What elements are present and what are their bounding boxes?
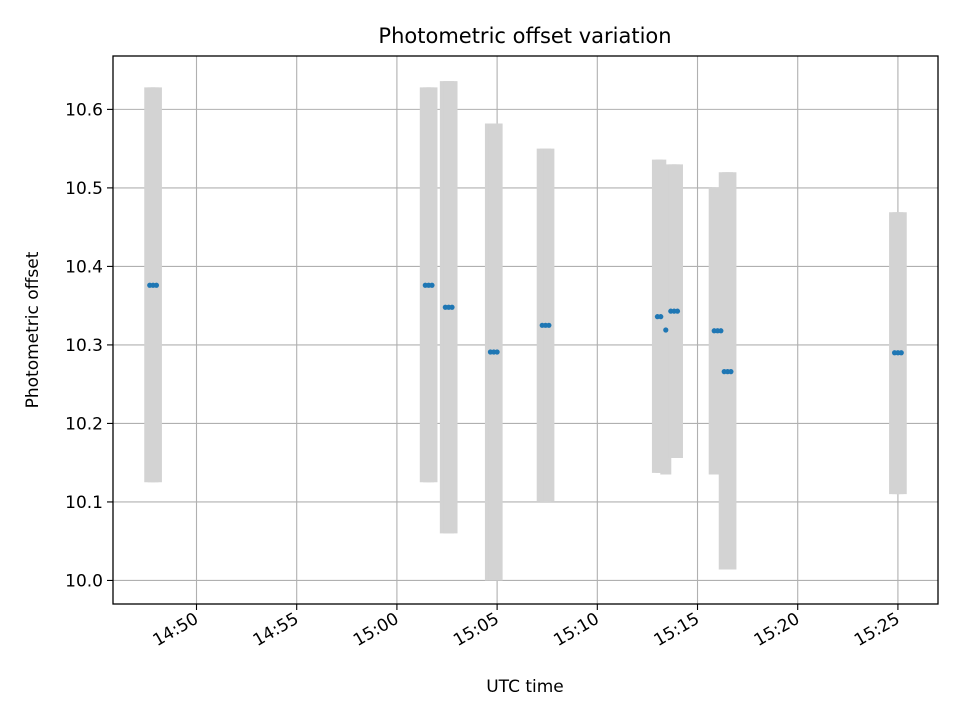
data-point <box>898 350 904 356</box>
data-point <box>449 304 455 310</box>
y-tick-label: 10.3 <box>65 336 103 356</box>
x-axis-label: UTC time <box>486 677 564 697</box>
data-point <box>429 282 435 288</box>
data-points <box>147 282 904 375</box>
data-point <box>674 308 681 314</box>
data-point <box>718 328 724 334</box>
data-point <box>663 327 669 333</box>
data-point <box>153 282 160 288</box>
plot-area-frame <box>112 55 939 605</box>
y-tick-label: 10.6 <box>65 100 103 120</box>
y-axis-label: Photometric offset <box>23 251 43 408</box>
data-point <box>728 369 734 375</box>
y-axis: 10.0 10.1 10.2 10.3 10.4 10.5 10.6 <box>65 100 113 591</box>
y-tick-label: 10.4 <box>65 257 103 277</box>
data-point <box>546 322 552 328</box>
data-point <box>494 349 500 355</box>
grid <box>113 56 938 604</box>
y-tick-label: 10.1 <box>65 493 103 513</box>
y-tick-label: 10.2 <box>65 414 103 434</box>
chart-title: Photometric offset variation <box>378 24 671 48</box>
data-point <box>658 314 664 320</box>
y-tick-label: 10.5 <box>65 179 103 199</box>
y-tick-label: 10.0 <box>65 571 103 591</box>
